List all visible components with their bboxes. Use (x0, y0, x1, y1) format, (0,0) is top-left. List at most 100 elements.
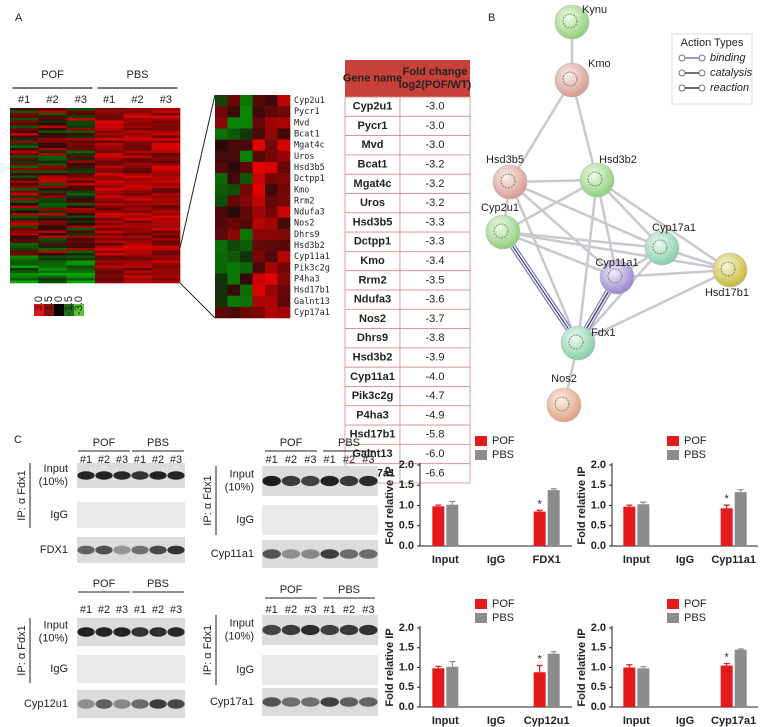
network-edge (576, 179, 599, 344)
heatmap-cell (10, 213, 39, 216)
y-tick-label: 2.0 (399, 459, 414, 471)
heatmap-cell (95, 280, 124, 284)
zoom-cell (240, 95, 253, 107)
legend-label: PBS (492, 612, 514, 624)
heatmap-cell (38, 163, 67, 166)
sample-label: #1 (103, 94, 115, 106)
legend-label: PBS (492, 449, 514, 461)
bar (547, 653, 560, 707)
heatmap-cell (151, 170, 181, 174)
zoom-cell (227, 306, 241, 319)
y-tick-label: 1.0 (591, 661, 606, 673)
node-label: Fdx1 (591, 327, 615, 339)
heatmap-cell (151, 260, 181, 264)
heatmap-cell (10, 215, 39, 219)
y-tick-label: 1.0 (399, 499, 414, 511)
scale-label: 1.5 (43, 296, 55, 311)
x-tick-label: Input (432, 554, 459, 566)
heatmap-cell (151, 208, 181, 211)
heatmap-cell (66, 218, 96, 221)
gene-label: Galnt13 (294, 297, 330, 307)
heatmap-cell (10, 208, 39, 211)
heatmap-cell (123, 228, 152, 231)
heatmap-cell (38, 260, 67, 264)
heatmap-cell (38, 275, 67, 279)
heatmap-cell (38, 143, 67, 146)
heatmap-cell (38, 175, 67, 179)
heatmap-cell (38, 250, 67, 254)
zoom-cell (240, 273, 253, 285)
heatmap-cell (10, 185, 39, 189)
heatmap-cell (123, 270, 152, 274)
heatmap-cell (38, 208, 67, 211)
blot-band (339, 475, 359, 487)
row-label: Input (44, 463, 68, 475)
heatmap-cell (151, 213, 181, 216)
heatmap-cell (123, 215, 152, 219)
heatmap-cell (95, 213, 124, 216)
zoom-cell (277, 284, 291, 296)
bar (637, 504, 650, 546)
heatmap-cell (151, 110, 181, 114)
heatmap-cell (151, 175, 181, 179)
heatmap-cell (95, 115, 124, 119)
blot-band (320, 697, 339, 707)
lane-label: #1 (134, 604, 146, 616)
gene-name: Nos2 (359, 313, 386, 325)
y-tick-label: 1.5 (399, 479, 414, 491)
gene-name: Dhrs9 (357, 332, 388, 344)
x-tick-label: IgG (487, 715, 505, 727)
heatmap-cell (123, 185, 152, 189)
row-label: (10%) (225, 630, 254, 642)
heatmap-cell (95, 113, 124, 116)
zoom-cell (277, 161, 291, 174)
heatmap-cell (123, 253, 152, 256)
lane-label: #3 (170, 454, 182, 466)
heatmap-cell (38, 205, 67, 209)
heatmap-cell (123, 125, 152, 129)
structure-icon (720, 261, 736, 277)
error-bar (737, 648, 744, 650)
zoom-cell (240, 184, 253, 196)
heatmap-cell (38, 198, 67, 201)
blot-band (77, 471, 95, 480)
gene-label: Mvd (294, 118, 309, 128)
legend-item: binding (710, 52, 746, 64)
heatmap-cell (66, 148, 96, 151)
heatmap-cell (123, 163, 152, 166)
heatmap-cell (66, 198, 96, 201)
legend-swatch (667, 436, 679, 446)
zoom-cell (215, 295, 228, 308)
heatmap-cell (38, 125, 67, 129)
zoom-cell (227, 262, 241, 274)
lane-label: #3 (304, 604, 316, 616)
heatmap-cell (151, 268, 181, 271)
heatmap-cell (95, 190, 124, 194)
heatmap-cell (95, 228, 124, 231)
heatmap-cell (66, 240, 96, 244)
heatmap-cell (38, 123, 67, 126)
heatmap-cell (38, 145, 67, 149)
legend-dot (698, 54, 706, 62)
heatmap-cell (151, 223, 181, 226)
heatmap-cell (95, 253, 124, 256)
heatmap-cell (66, 128, 96, 131)
heatmap-cell (123, 278, 152, 281)
protein-node (560, 325, 596, 361)
interaction-edge (499, 231, 576, 344)
heatmap-cell (10, 250, 39, 254)
bar (446, 504, 459, 546)
heatmap-cell (66, 215, 96, 219)
gene-name: Mvd (362, 139, 384, 151)
heatmap-cell (123, 158, 152, 161)
x-tick-label: Input (432, 715, 459, 727)
zoom-cell (215, 206, 228, 218)
ip-label: IP: α Fdx1 (202, 625, 214, 675)
heatmap-cell (10, 223, 39, 226)
heatmap-cell (66, 123, 96, 126)
heatmap-cell (123, 273, 152, 276)
zoom-cell (252, 284, 266, 296)
zoom-cell (215, 184, 228, 196)
zoom-cell (252, 206, 266, 218)
lane-label: #1 (266, 454, 278, 466)
